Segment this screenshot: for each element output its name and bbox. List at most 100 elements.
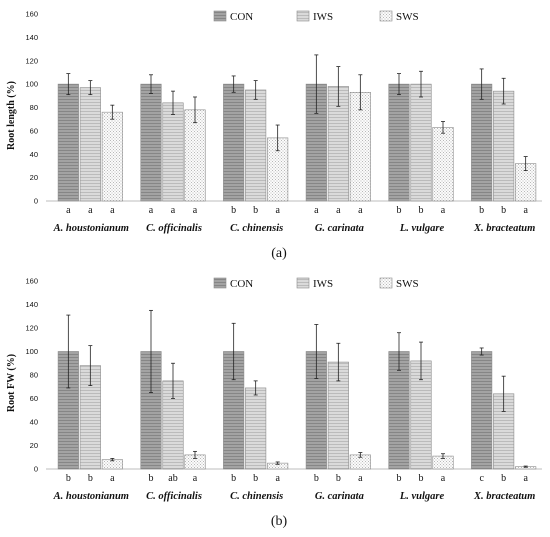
y-tick-label: 140 bbox=[25, 300, 38, 309]
significance-letter: a bbox=[314, 205, 319, 216]
significance-letter: b bbox=[253, 205, 258, 216]
bar-iws bbox=[79, 87, 101, 202]
bar-iws bbox=[245, 387, 267, 470]
bar-con bbox=[140, 83, 162, 202]
significance-letter: b bbox=[501, 205, 506, 216]
bar-con bbox=[223, 83, 245, 202]
category-label: C. chinensis bbox=[230, 491, 283, 502]
category-label: X. bracteatum bbox=[473, 491, 535, 502]
panel-label: (b) bbox=[271, 514, 288, 529]
y-tick-label: 80 bbox=[30, 371, 38, 380]
category-label: A. houstonianum bbox=[53, 223, 129, 234]
bar-iws bbox=[162, 102, 184, 202]
category-label: C. officinalis bbox=[146, 223, 202, 234]
significance-letter: b bbox=[149, 473, 154, 484]
significance-letter: ab bbox=[168, 473, 177, 484]
significance-letter: a bbox=[110, 205, 115, 216]
category-label: C. officinalis bbox=[146, 491, 202, 502]
y-tick-label: 100 bbox=[25, 347, 38, 356]
significance-letter: a bbox=[275, 205, 280, 216]
significance-letter: b bbox=[419, 473, 424, 484]
significance-letter: b bbox=[336, 473, 341, 484]
category-label: G. carinata bbox=[315, 223, 364, 234]
significance-letter: a bbox=[88, 205, 93, 216]
y-tick-label: 100 bbox=[25, 80, 38, 89]
significance-letter: a bbox=[66, 205, 71, 216]
y-tick-label: 0 bbox=[34, 197, 38, 206]
y-tick-label: 120 bbox=[25, 324, 38, 333]
significance-letter: b bbox=[479, 205, 484, 216]
significance-letter: b bbox=[88, 473, 93, 484]
bar-con bbox=[471, 83, 493, 202]
legend-swatch-iws bbox=[296, 277, 310, 289]
y-tick-label: 20 bbox=[30, 173, 38, 182]
legend-swatch-con bbox=[213, 10, 227, 22]
legend-label: CON bbox=[230, 278, 253, 290]
significance-letter: b bbox=[397, 473, 402, 484]
significance-letter: a bbox=[336, 205, 341, 216]
legend-label: IWS bbox=[313, 278, 333, 290]
legend-label: SWS bbox=[396, 11, 419, 23]
bar-con bbox=[471, 351, 493, 470]
bar-con bbox=[388, 83, 410, 202]
category-label: C. chinensis bbox=[230, 223, 283, 234]
y-tick-label: 40 bbox=[30, 418, 38, 427]
y-tick-label: 80 bbox=[30, 103, 38, 112]
significance-letter: a bbox=[149, 205, 154, 216]
significance-letter: b bbox=[397, 205, 402, 216]
bar-con bbox=[57, 83, 79, 202]
legend-label: CON bbox=[230, 11, 253, 23]
y-tick-label: 160 bbox=[25, 10, 38, 19]
significance-letter: b bbox=[253, 473, 258, 484]
significance-letter: b bbox=[419, 205, 424, 216]
bar-sws bbox=[101, 111, 123, 202]
y-axis-label: Root length (%) bbox=[6, 81, 17, 150]
legend-label: SWS bbox=[396, 278, 419, 290]
significance-letter: a bbox=[193, 473, 198, 484]
significance-letter: a bbox=[275, 473, 280, 484]
significance-letter: a bbox=[523, 473, 528, 484]
category-label: X. bracteatum bbox=[473, 223, 535, 234]
legend-swatch-iws bbox=[296, 10, 310, 22]
significance-letter: b bbox=[231, 205, 236, 216]
significance-letter: b bbox=[231, 473, 236, 484]
significance-letter: c bbox=[479, 473, 484, 484]
category-label: L. vulgare bbox=[399, 491, 445, 502]
significance-letter: a bbox=[523, 205, 528, 216]
y-axis-label: Root FW (%) bbox=[6, 354, 17, 412]
significance-letter: a bbox=[110, 473, 115, 484]
bar-iws bbox=[245, 89, 267, 202]
y-tick-label: 20 bbox=[30, 441, 38, 450]
y-tick-label: 140 bbox=[25, 33, 38, 42]
y-tick-label: 60 bbox=[30, 126, 38, 135]
bar-iws bbox=[493, 90, 515, 202]
bar-sws bbox=[432, 127, 454, 202]
y-tick-label: 60 bbox=[30, 394, 38, 403]
legend-swatch-sws bbox=[379, 277, 393, 289]
y-tick-label: 160 bbox=[25, 277, 38, 286]
y-tick-label: 40 bbox=[30, 150, 38, 159]
bar-iws bbox=[410, 83, 432, 202]
significance-letter: a bbox=[193, 205, 198, 216]
significance-letter: b bbox=[314, 473, 319, 484]
chart-panel-b: 0 20 40 60 80 100 120 140 160 Root FW (%) b b a A. ho… bbox=[6, 277, 542, 529]
significance-letter: a bbox=[441, 473, 446, 484]
panel-label: (a) bbox=[271, 246, 287, 261]
legend-swatch-con bbox=[213, 277, 227, 289]
bar-sws bbox=[184, 109, 206, 202]
y-tick-label: 0 bbox=[34, 465, 38, 474]
significance-letter: a bbox=[358, 473, 363, 484]
significance-letter: b bbox=[66, 473, 71, 484]
y-tick-label: 120 bbox=[25, 56, 38, 65]
category-label: G. carinata bbox=[315, 491, 364, 502]
significance-letter: a bbox=[171, 205, 176, 216]
category-label: L. vulgare bbox=[399, 223, 445, 234]
legend-label: IWS bbox=[313, 11, 333, 23]
significance-letter: a bbox=[441, 205, 446, 216]
legend-swatch-sws bbox=[379, 10, 393, 22]
significance-letter: a bbox=[358, 205, 363, 216]
category-label: A. houstonianum bbox=[53, 491, 129, 502]
significance-letter: b bbox=[501, 473, 506, 484]
